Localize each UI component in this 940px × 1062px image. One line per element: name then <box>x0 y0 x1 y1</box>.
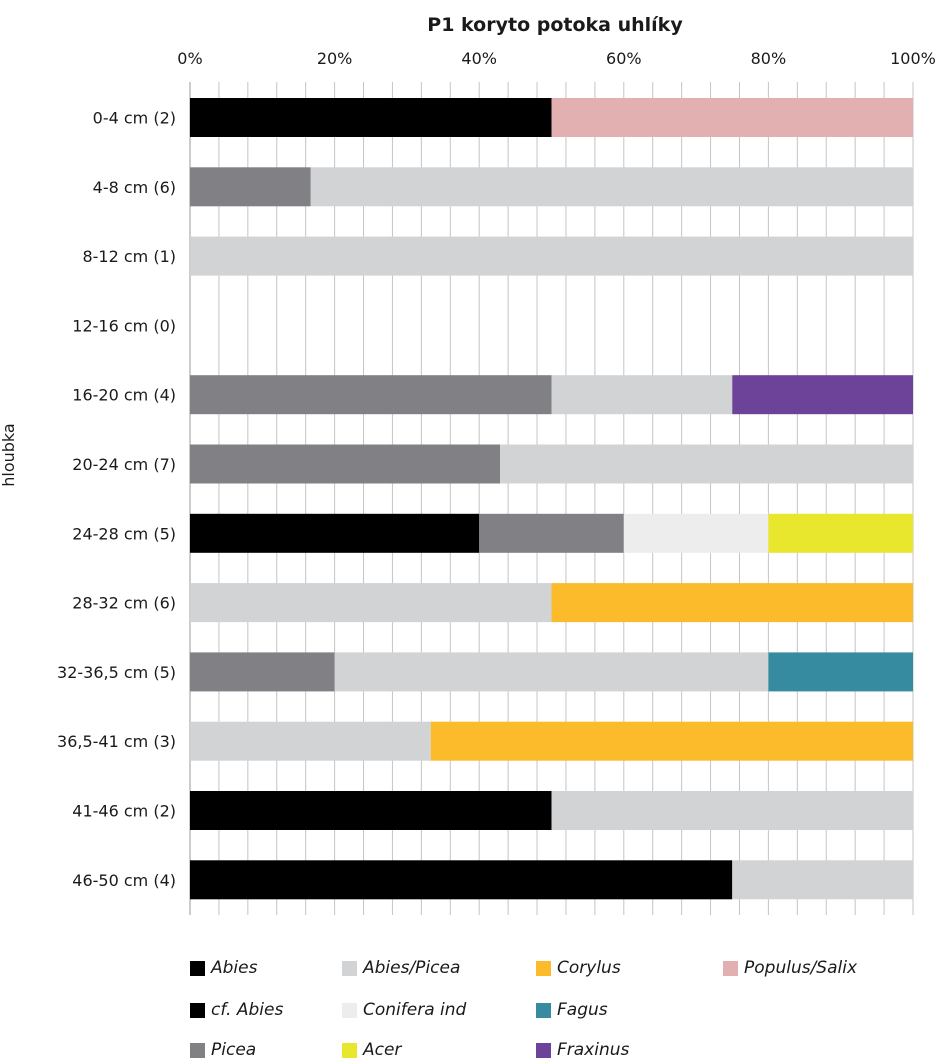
legend-item: Conifera ind <box>342 1000 466 1020</box>
bar-segment <box>190 721 431 761</box>
y-category-label: 41-46 cm (2) <box>72 802 176 821</box>
bar-segment <box>334 652 769 692</box>
legend-label: Acer <box>363 1040 402 1060</box>
bar-segment <box>551 583 913 623</box>
legend-label: Fraxinus <box>557 1040 630 1060</box>
y-category-label: 46-50 cm (4) <box>72 871 176 890</box>
bars <box>190 98 914 900</box>
bar-segment <box>190 791 552 830</box>
legend-label: Abies/Picea <box>363 958 461 978</box>
bar-segment <box>190 98 552 137</box>
legend-item: Fraxinus <box>536 1040 629 1060</box>
bar-segment <box>732 860 913 900</box>
x-axis-ticks: 0% 20% 40% 60% 80% 100% <box>177 49 936 68</box>
legend-swatch <box>536 1002 551 1018</box>
bar-segment <box>551 791 913 830</box>
y-category-label: 28-32 cm (6) <box>72 594 176 613</box>
legend-swatch <box>342 960 357 976</box>
y-category-label: 36,5-41 cm (3) <box>57 732 176 751</box>
bar-segment <box>190 167 311 207</box>
legend-label: cf. Abies <box>211 1000 284 1020</box>
bar-segment <box>190 375 552 415</box>
legend-label: Populus/Salix <box>744 958 858 978</box>
legend-item: Corylus <box>536 958 621 978</box>
bar-segment <box>190 583 552 623</box>
gridlines <box>189 82 914 915</box>
bar-segment <box>768 513 913 553</box>
bar-segment <box>190 652 335 692</box>
y-axis-label: hloubka <box>0 423 18 486</box>
x-tick-label: 20% <box>317 49 353 68</box>
bar-segment <box>551 375 733 415</box>
legend-label: Abies <box>211 958 258 978</box>
bar-segment <box>190 860 733 900</box>
x-tick-label: 60% <box>606 49 642 68</box>
legend-swatch <box>190 1042 205 1058</box>
bar-segment <box>500 444 913 484</box>
chart-title: P1 koryto potoka uhlíky <box>427 14 683 36</box>
x-tick-label: 0% <box>177 49 202 68</box>
legend-item: Picea <box>190 1040 256 1060</box>
bar-segment <box>768 652 913 692</box>
y-axis-categories: 0-4 cm (2) 4-8 cm (6) 8-12 cm (1) 12-16 cm … <box>57 109 176 890</box>
bar-segment <box>732 375 913 415</box>
chart: P1 koryto potoka uhlíky hloubka 0% 20% 40%… <box>0 14 936 915</box>
bar-segment <box>190 236 913 276</box>
legend-item: Fagus <box>536 1000 608 1020</box>
legend-swatch <box>342 1042 357 1058</box>
bar-segment <box>190 513 480 553</box>
legend-swatch <box>536 1042 551 1058</box>
legend-item: Populus/Salix <box>723 958 857 978</box>
y-category-label: 20-24 cm (7) <box>72 455 176 474</box>
y-category-label: 4-8 cm (6) <box>93 178 176 197</box>
y-category-label: 12-16 cm (0) <box>72 316 176 335</box>
legend-swatch <box>342 1002 357 1018</box>
legend-item: Abies/Picea <box>342 958 460 978</box>
bar-segment <box>623 513 769 553</box>
bar-segment <box>190 444 501 484</box>
legend-item: Abies <box>190 958 257 978</box>
bar-segment <box>310 167 914 207</box>
legend-swatch <box>536 960 551 976</box>
bar-segment <box>479 513 624 553</box>
legend-label: Corylus <box>557 958 621 978</box>
legend-item: Acer <box>342 1040 401 1060</box>
bar-segment <box>430 721 913 761</box>
x-tick-label: 80% <box>751 49 787 68</box>
legend-swatch <box>190 960 205 976</box>
y-category-label: 32-36,5 cm (5) <box>57 663 176 682</box>
legend-label: Conifera ind <box>363 1000 467 1020</box>
y-category-label: 24-28 cm (5) <box>72 524 176 543</box>
legend-label: Picea <box>211 1040 257 1060</box>
legend-swatch <box>190 1002 205 1018</box>
y-category-label: 8-12 cm (1) <box>82 247 176 266</box>
bar-segment <box>551 98 913 137</box>
legend-item: cf. Abies <box>190 1000 283 1020</box>
x-tick-label: 100% <box>890 49 936 68</box>
y-category-label: 16-20 cm (4) <box>72 386 176 405</box>
legend-label: Fagus <box>557 1000 608 1020</box>
x-tick-label: 40% <box>461 49 497 68</box>
y-category-label: 0-4 cm (2) <box>93 109 176 128</box>
legend-swatch <box>723 960 738 976</box>
